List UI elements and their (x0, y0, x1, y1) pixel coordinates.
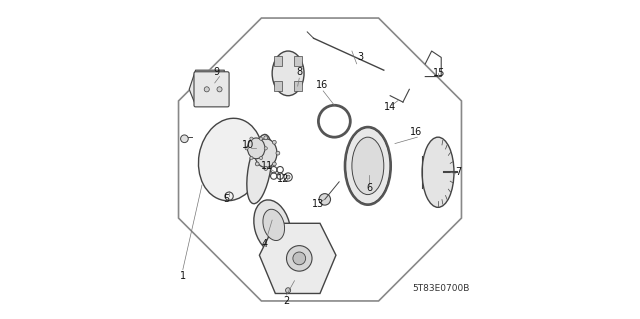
Text: 2: 2 (284, 296, 290, 307)
FancyBboxPatch shape (274, 81, 282, 91)
FancyBboxPatch shape (274, 56, 282, 66)
Text: 5T83E0700B: 5T83E0700B (413, 284, 470, 293)
Circle shape (250, 137, 253, 140)
Text: 9: 9 (213, 67, 220, 77)
Circle shape (252, 151, 255, 155)
Circle shape (217, 87, 222, 92)
Circle shape (286, 175, 290, 179)
FancyBboxPatch shape (194, 72, 229, 107)
Circle shape (264, 147, 268, 150)
Circle shape (273, 140, 276, 144)
Circle shape (259, 137, 262, 140)
Ellipse shape (272, 51, 304, 96)
Text: 13: 13 (312, 199, 324, 209)
FancyBboxPatch shape (294, 56, 302, 66)
Circle shape (264, 167, 268, 170)
Ellipse shape (255, 139, 277, 167)
Circle shape (250, 156, 253, 160)
Ellipse shape (422, 137, 454, 207)
Text: 16: 16 (410, 127, 422, 137)
Circle shape (276, 151, 280, 155)
Circle shape (204, 87, 209, 92)
Circle shape (180, 135, 188, 143)
Text: 14: 14 (384, 102, 396, 112)
Text: 10: 10 (242, 140, 254, 150)
Text: 6: 6 (366, 183, 372, 193)
Circle shape (259, 156, 262, 160)
Circle shape (319, 194, 330, 205)
Ellipse shape (248, 138, 265, 159)
Text: 12: 12 (277, 174, 289, 184)
FancyBboxPatch shape (294, 81, 302, 91)
Text: 7: 7 (456, 167, 462, 177)
Circle shape (255, 140, 259, 144)
Circle shape (255, 162, 259, 166)
Ellipse shape (352, 137, 384, 195)
Polygon shape (189, 70, 224, 105)
Text: 8: 8 (296, 67, 302, 77)
Text: 1: 1 (180, 271, 186, 281)
Text: 3: 3 (357, 52, 363, 63)
Text: 15: 15 (433, 68, 446, 78)
Text: 4: 4 (261, 239, 268, 249)
Text: 11: 11 (261, 161, 273, 171)
Ellipse shape (346, 128, 390, 204)
Ellipse shape (247, 135, 272, 204)
Circle shape (245, 147, 248, 150)
Polygon shape (179, 18, 461, 301)
Circle shape (293, 252, 306, 265)
Circle shape (285, 288, 291, 293)
Ellipse shape (263, 209, 285, 241)
Polygon shape (259, 223, 336, 293)
Text: 16: 16 (316, 79, 328, 90)
Ellipse shape (254, 200, 291, 253)
Ellipse shape (198, 118, 263, 201)
Text: 5: 5 (223, 194, 229, 204)
Circle shape (264, 136, 268, 140)
Circle shape (273, 162, 276, 166)
Circle shape (287, 246, 312, 271)
